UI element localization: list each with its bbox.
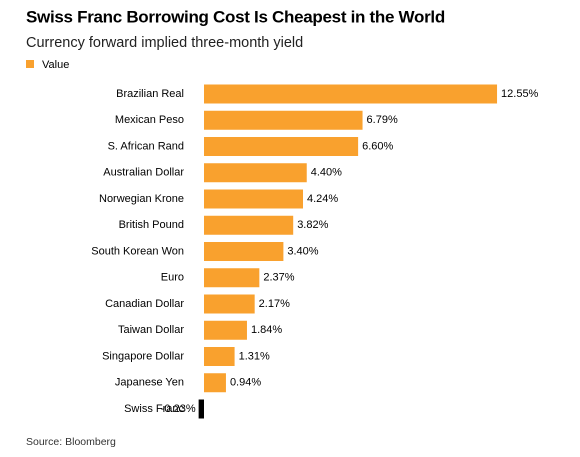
category-label: British Pound [119,219,184,231]
value-label: -0.23% [161,403,196,415]
bar [204,268,260,288]
category-label: Swiss Franc [124,403,184,415]
category-label: Australian Dollar [103,167,184,179]
value-label: 6.60% [362,140,393,152]
bar [204,242,284,261]
category-label: Taiwan Dollar [118,324,184,336]
chart-title: Swiss Franc Borrowing Cost Is Cheapest i… [26,7,445,26]
bar [204,189,304,209]
chart-subtitle: Currency forward implied three-month yie… [26,35,303,51]
bar [204,294,255,314]
category-label: Norwegian Krone [99,193,184,205]
value-label: 1.84% [251,324,282,336]
bar [204,84,498,104]
category-label: S. African Rand [108,140,184,152]
value-label: 2.37% [263,272,294,284]
value-label: 3.40% [287,245,318,257]
category-label: Euro [161,272,184,284]
value-label: 12.55% [501,88,539,100]
bar [204,110,363,130]
bar [204,347,235,366]
bar [198,399,204,419]
legend-swatch [26,60,34,68]
value-label: 3.82% [297,219,328,231]
bar [204,373,226,393]
value-label: 4.24% [307,193,338,205]
bar [204,163,307,183]
bar [204,320,247,340]
bar [204,137,359,156]
value-label: 1.31% [239,350,270,362]
value-label: 6.79% [367,114,398,126]
category-label: Canadian Dollar [105,298,184,310]
source: Source: Bloomberg [26,436,116,448]
category-label: Japanese Yen [115,377,184,389]
category-label: South Korean Won [91,245,184,257]
bar [204,215,294,235]
value-label: 4.40% [311,167,342,179]
legend-label: Value [42,59,69,71]
category-label: Mexican Peso [115,114,184,126]
category-label: Brazilian Real [116,88,184,100]
value-label: 0.94% [230,377,261,389]
category-label: Singapore Dollar [102,350,184,362]
value-label: 2.17% [259,298,290,310]
